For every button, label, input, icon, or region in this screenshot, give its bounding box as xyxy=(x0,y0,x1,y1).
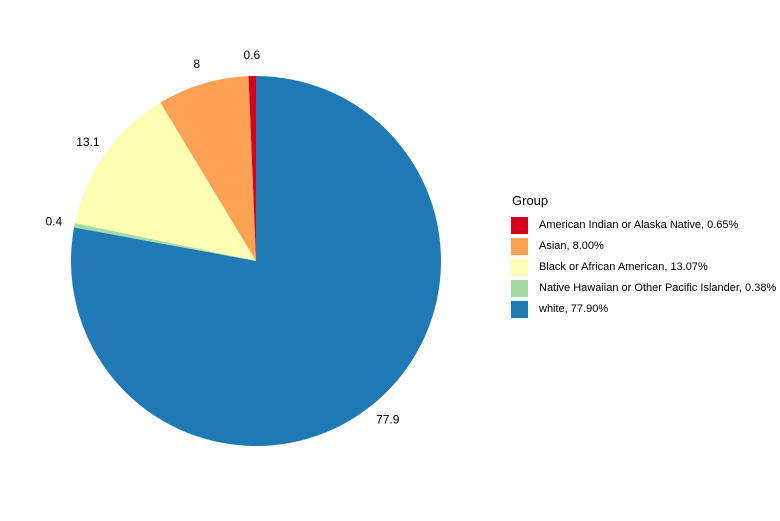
legend-item-label: American Indian or Alaska Native, 0.65% xyxy=(539,219,739,231)
legend-items: American Indian or Alaska Native, 0.65% A… xyxy=(511,217,776,318)
legend-color-swatch xyxy=(511,280,528,297)
pie-slice-value-label: 13.1 xyxy=(76,135,100,149)
pie-slice-value-label: 0.4 xyxy=(46,215,63,229)
pie-slice-american-indian-or-alaska-native xyxy=(248,75,256,261)
pie-slice-asian xyxy=(160,76,256,262)
legend-item-white: white, 77.90% xyxy=(511,301,776,318)
legend-item-black-or-african-american: Black or African American, 13.07% xyxy=(511,259,776,276)
pie-slice-value-label: 77.9 xyxy=(376,413,400,427)
legend-item-label: Asian, 8.00% xyxy=(539,240,604,252)
pie-slice-black-or-african-american xyxy=(74,102,256,261)
legend-item-label: white, 77.90% xyxy=(539,303,609,315)
legend-color-swatch xyxy=(511,217,528,234)
legend-item-native-hawaiian-or-other-pacific-islander: Native Hawaiian or Other Pacific Islande… xyxy=(511,280,776,297)
legend-color-swatch xyxy=(511,301,528,318)
legend: Group American Indian or Alaska Native, … xyxy=(511,194,776,322)
pie-slice-native-hawaiian-or-other-pacific-islander xyxy=(74,223,256,261)
legend-item-american-indian-or-alaska-native: American Indian or Alaska Native, 0.65% xyxy=(511,217,776,234)
legend-color-swatch xyxy=(511,238,528,255)
legend-title: Group xyxy=(512,193,549,208)
pie-slice-value-label: 8 xyxy=(193,57,200,71)
legend-color-swatch xyxy=(511,259,528,276)
pie-slice-white xyxy=(70,76,441,446)
legend-item-label: Black or African American, 13.07% xyxy=(539,261,708,273)
pie-slice-value-label: 0.6 xyxy=(243,48,260,62)
legend-item-label: Native Hawaiian or Other Pacific Islande… xyxy=(539,282,777,294)
legend-item-asian: Asian, 8.00% xyxy=(511,238,776,255)
